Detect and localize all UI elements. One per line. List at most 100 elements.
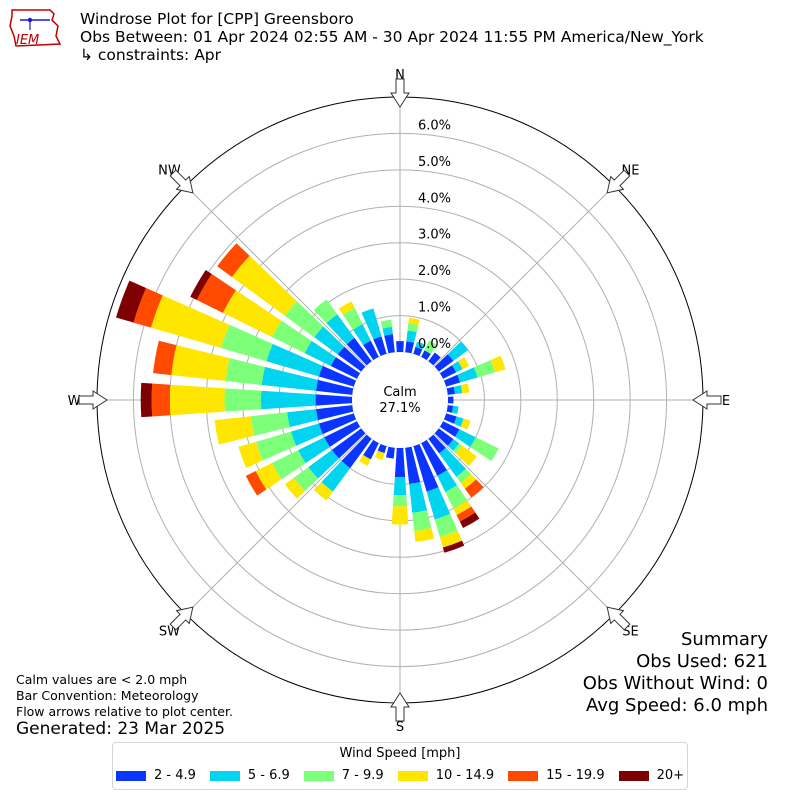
compass-w: W — [68, 394, 81, 409]
summary-heading: Summary — [681, 629, 768, 650]
bar-dir-80-bin-1 — [453, 385, 463, 395]
bar-dir-10-bin-3 — [408, 317, 420, 326]
bar-dir-230-bin-1 — [308, 449, 340, 479]
calm-note: Calm values are < 2.0 mph — [16, 672, 188, 687]
flow-arrow-e-icon — [692, 390, 722, 410]
bar-dir-240-bin-4 — [245, 471, 267, 496]
bar-dir-320-bin-1 — [326, 314, 355, 345]
bar-dir-280-bin-0 — [316, 379, 354, 395]
bar-dir-250-bin-2 — [255, 431, 297, 461]
bar-dir-150-bin-5 — [459, 512, 480, 529]
bar-dir-140-bin-2 — [456, 468, 472, 483]
legend-label-4: 15 - 19.9 — [546, 768, 605, 783]
bar-dir-70-bin-3 — [490, 355, 506, 373]
logo-text: IEM — [16, 33, 39, 48]
legend-item-3: 10 - 14.9 — [397, 768, 495, 783]
tick-label-6: 6.0% — [418, 118, 451, 133]
bar-dir-210-bin-0 — [363, 439, 379, 460]
bar-dir-80-bin-0 — [446, 386, 455, 395]
bar-dir-240-bin-1 — [298, 437, 330, 464]
compass-e: E — [722, 394, 730, 409]
legend: Wind Speed [mph] 2 - 4.9 5 - 6.9 7 - 9.9 10… — [112, 742, 688, 790]
bar-convention-note: Bar Convention: Meteorology — [16, 688, 199, 703]
bar-dir-250-bin-3 — [238, 441, 263, 468]
obs-without-wind: Obs Without Wind: 0 — [582, 673, 768, 694]
legend-item-1: 5 - 6.9 — [209, 768, 290, 783]
legend-item-2: 7 - 9.9 — [303, 768, 384, 783]
bar-dir-290-bin-4 — [133, 288, 163, 328]
radial-tick-labels: 0.0% 1.0% 2.0% 3.0% 4.0% 5.0% 6.0% — [418, 118, 451, 352]
bar-dir-110-bin-0 — [443, 413, 457, 424]
bar-dir-350-bin-1 — [382, 326, 393, 336]
bar-dir-130-bin-2 — [453, 443, 463, 454]
legend-swatch-3 — [397, 770, 428, 781]
bar-dir-20-bin-0 — [413, 346, 423, 357]
bar-dir-30-bin-2 — [424, 340, 437, 355]
bar-dir-320-bin-2 — [313, 299, 338, 324]
bar-dir-80-bin-3 — [460, 383, 470, 394]
bar-dir-310-bin-4 — [217, 243, 250, 277]
bar-dir-320-bin-0 — [346, 337, 372, 366]
bar-dir-230-bin-3 — [284, 477, 305, 499]
bar-dir-220-bin-1 — [321, 460, 351, 492]
spoke-1 — [433, 185, 615, 367]
bar-dir-210-bin-3 — [359, 455, 371, 466]
compass-n: N — [395, 68, 405, 83]
bar-dir-120-bin-1 — [455, 429, 476, 447]
bar-dir-60-bin-3 — [458, 357, 470, 370]
notes: Calm values are < 2.0 mph Bar Convention… — [16, 672, 233, 720]
bar-dir-10-bin-0 — [405, 341, 415, 354]
bar-dir-290-bin-3 — [151, 295, 230, 348]
legend-title: Wind Speed [mph] — [339, 746, 461, 761]
wind-bars — [116, 243, 506, 553]
bar-dir-350-bin-0 — [384, 334, 395, 354]
bar-dir-70-bin-2 — [473, 360, 496, 378]
bar-dir-270-bin-4 — [151, 383, 171, 417]
bar-dir-270-bin-5 — [140, 382, 153, 418]
calm-value: 27.1% — [379, 401, 420, 416]
tick-label-0: 0.0% — [418, 337, 451, 352]
bar-dir-160-bin-3 — [439, 530, 463, 548]
legend-label-2: 7 - 9.9 — [341, 768, 384, 783]
legend-label-3: 10 - 14.9 — [435, 768, 495, 783]
bar-dir-190-bin-0 — [385, 446, 395, 459]
bar-dir-150-bin-1 — [437, 470, 458, 493]
bar-dir-300-bin-5 — [190, 269, 212, 300]
bar-dir-50-bin-1 — [447, 341, 469, 361]
bar-dir-150-bin-2 — [445, 485, 468, 509]
bar-dir-180-bin-0 — [394, 447, 406, 478]
bar-dir-180-bin-2 — [392, 495, 408, 507]
legend-label-5: 20+ — [656, 768, 685, 783]
bar-dir-240-bin-0 — [324, 421, 361, 447]
bar-dir-310-bin-0 — [337, 346, 366, 372]
spoke-7 — [185, 185, 367, 367]
bar-dir-150-bin-4 — [456, 506, 476, 522]
bar-dir-70-bin-1 — [457, 367, 478, 383]
bar-dir-280-bin-1 — [261, 366, 319, 391]
bar-dir-170-bin-2 — [412, 510, 432, 532]
legend-items: 2 - 4.9 5 - 6.9 7 - 9.9 10 - 14.9 15 - 19.9 2… — [113, 768, 687, 783]
bar-dir-160-bin-5 — [442, 540, 465, 553]
title-line-1: Windrose Plot for [CPP] Greensboro — [80, 10, 354, 28]
bar-dir-170-bin-0 — [405, 446, 421, 484]
bar-dir-310-bin-1 — [314, 326, 345, 355]
bar-dir-240-bin-3 — [255, 463, 282, 490]
title-line-3: ↳ constraints: Apr — [80, 46, 222, 64]
flow-arrows — [78, 78, 722, 722]
generated-date: Generated: 23 Mar 2025 — [16, 719, 226, 739]
flow-arrow-sw-icon — [169, 606, 194, 631]
bar-dir-290-bin-0 — [318, 365, 357, 387]
avg-speed: Avg Speed: 6.0 mph — [586, 695, 768, 716]
bar-dir-170-bin-3 — [414, 527, 435, 542]
legend-swatch-2 — [303, 770, 334, 781]
bar-dir-300-bin-1 — [304, 340, 336, 366]
bar-dir-340-bin-1 — [361, 308, 382, 340]
bar-dir-160-bin-2 — [434, 513, 458, 538]
tick-label-3: 3.0% — [418, 228, 451, 243]
bar-dir-290-bin-1 — [266, 343, 323, 377]
bar-dir-110-bin-1 — [453, 416, 464, 427]
flow-note: Flow arrows relative to plot center. — [16, 704, 233, 719]
bar-dir-200-bin-0 — [377, 443, 387, 454]
bar-dir-30-bin-0 — [421, 350, 431, 361]
